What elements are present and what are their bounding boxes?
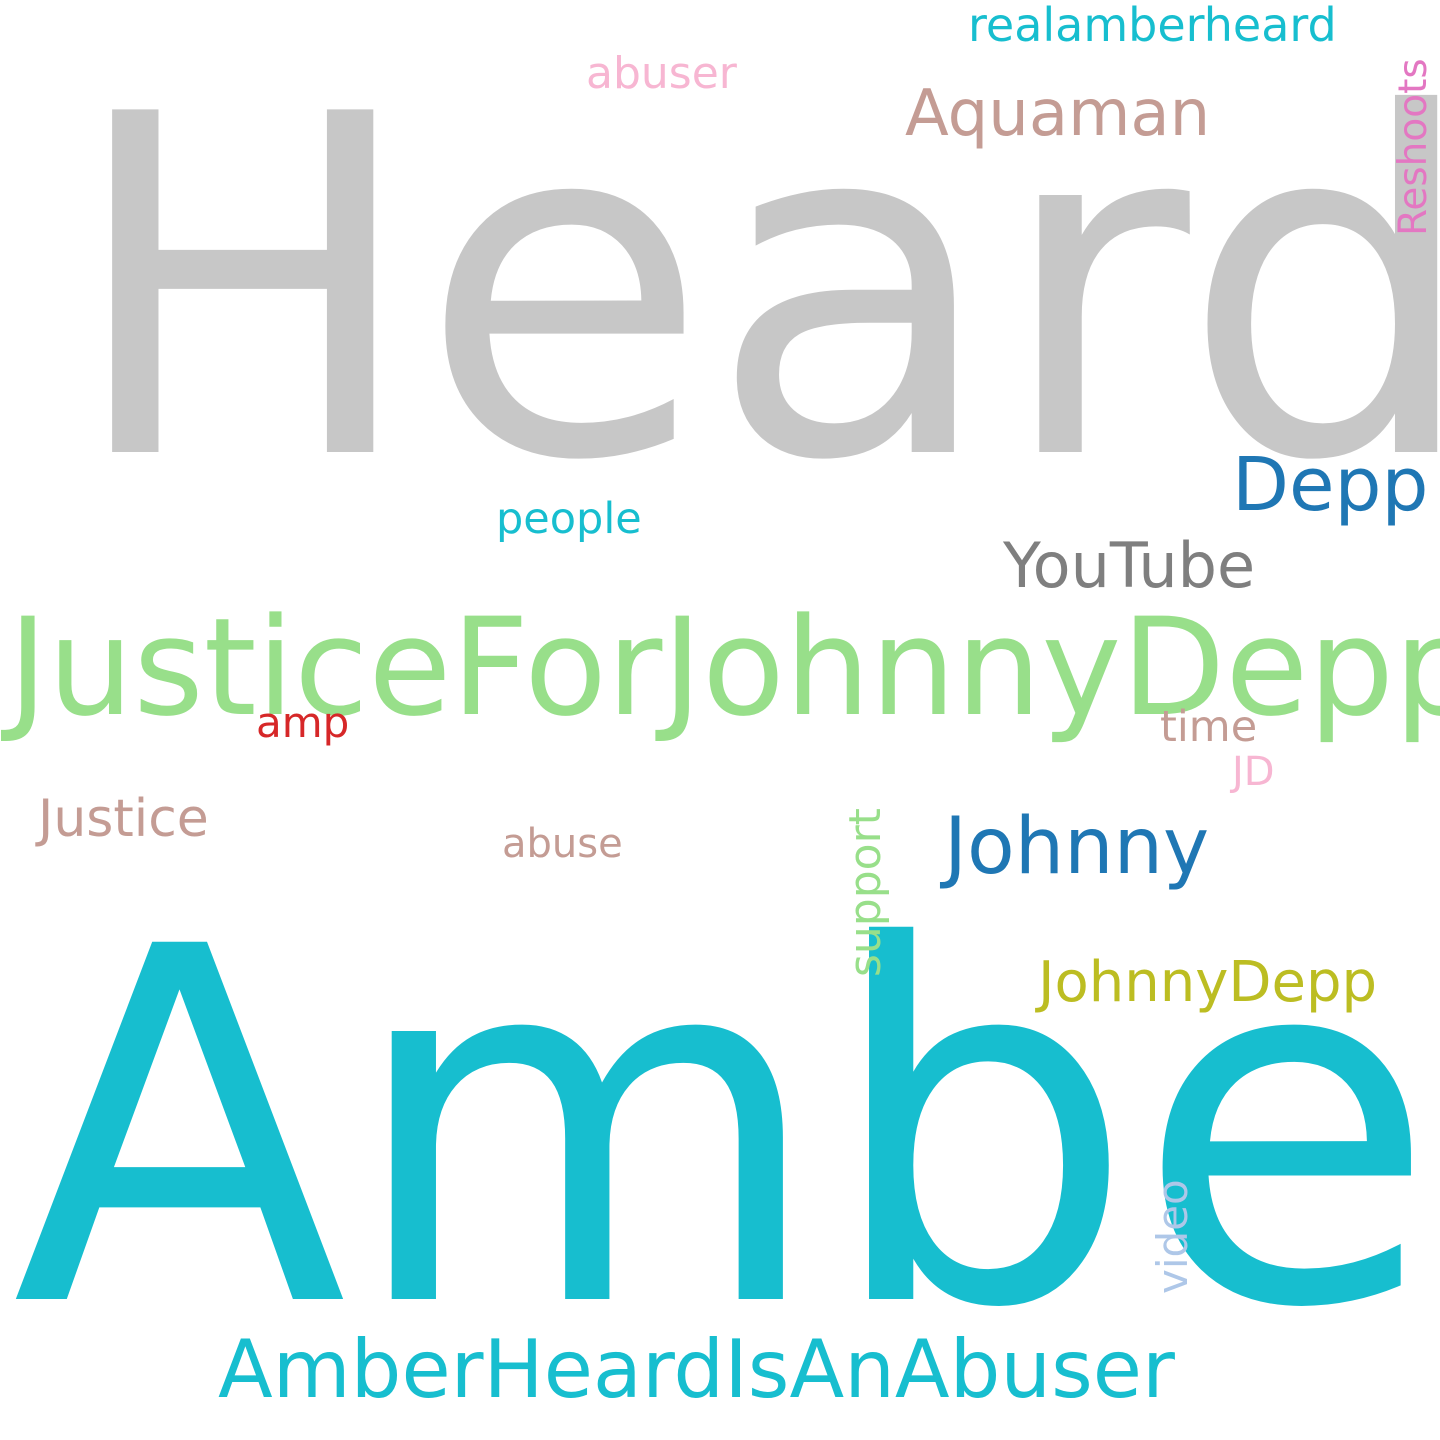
word-heard: Heard bbox=[66, 16, 1440, 563]
word-youtube: YouTube bbox=[1003, 529, 1256, 602]
word-realamberheard: realamberheard bbox=[968, 0, 1337, 52]
word-amber: Amber bbox=[12, 844, 1440, 1415]
word-justice: Justice bbox=[38, 789, 209, 849]
word-video: video bbox=[1148, 1179, 1197, 1294]
word-abuser: abuser bbox=[586, 48, 737, 99]
word-jd: JD bbox=[1232, 749, 1275, 795]
word-support: support bbox=[840, 808, 891, 977]
word-abuse: abuse bbox=[502, 821, 623, 867]
word-reshoots: Reshoots bbox=[1391, 58, 1436, 236]
word-aquaman: Aquaman bbox=[905, 77, 1211, 151]
word-depp: Depp bbox=[1232, 442, 1429, 528]
word-amp: amp bbox=[256, 698, 350, 747]
word-johnny: Johnny bbox=[944, 802, 1210, 892]
word-justicefor: JusticeForJohnnyDepp bbox=[8, 589, 1440, 746]
word-amberheardisabuser: AmberHeardIsAnAbuser bbox=[218, 1323, 1175, 1416]
word-people: people bbox=[496, 494, 642, 544]
word-johnnydepp: JohnnyDepp bbox=[1038, 950, 1378, 1015]
word-time: time bbox=[1160, 702, 1258, 752]
